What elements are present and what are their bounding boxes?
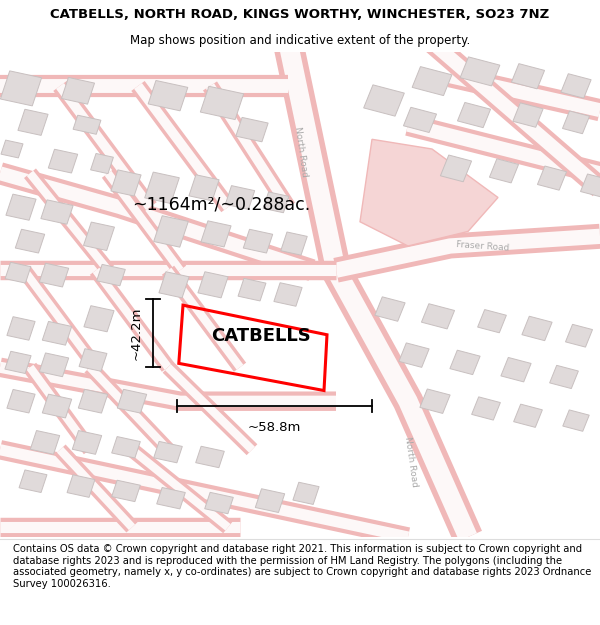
Polygon shape	[274, 282, 302, 306]
Polygon shape	[67, 475, 95, 498]
Text: Contains OS data © Crown copyright and database right 2021. This information is : Contains OS data © Crown copyright and d…	[13, 544, 592, 589]
Polygon shape	[580, 174, 600, 197]
Polygon shape	[375, 297, 405, 321]
Polygon shape	[49, 149, 77, 173]
Polygon shape	[399, 343, 429, 367]
Text: ~42.2m: ~42.2m	[129, 306, 142, 360]
Polygon shape	[145, 172, 179, 204]
Polygon shape	[61, 78, 95, 104]
Polygon shape	[421, 304, 455, 329]
Polygon shape	[226, 186, 254, 209]
Polygon shape	[5, 351, 31, 374]
Polygon shape	[79, 389, 107, 413]
Text: North Road: North Road	[293, 126, 309, 178]
Polygon shape	[200, 86, 244, 119]
Polygon shape	[360, 139, 498, 246]
Polygon shape	[31, 431, 59, 454]
Polygon shape	[73, 431, 101, 454]
Polygon shape	[118, 389, 146, 413]
Polygon shape	[501, 357, 531, 382]
Polygon shape	[79, 349, 107, 371]
Polygon shape	[148, 81, 188, 111]
Polygon shape	[281, 232, 307, 255]
Polygon shape	[550, 366, 578, 389]
Polygon shape	[159, 272, 189, 298]
Text: North Road: North Road	[403, 436, 419, 488]
Polygon shape	[40, 263, 68, 287]
Polygon shape	[236, 118, 268, 142]
Polygon shape	[514, 404, 542, 428]
Polygon shape	[6, 194, 36, 220]
Polygon shape	[440, 155, 472, 182]
Polygon shape	[403, 107, 437, 132]
Polygon shape	[1, 140, 23, 158]
Polygon shape	[562, 111, 590, 134]
Text: ~1164m²/~0.288ac.: ~1164m²/~0.288ac.	[132, 196, 310, 214]
Polygon shape	[457, 102, 491, 127]
Polygon shape	[112, 437, 140, 458]
Polygon shape	[478, 309, 506, 332]
Polygon shape	[420, 389, 450, 413]
Text: Fraser Road: Fraser Road	[456, 239, 510, 252]
Polygon shape	[538, 166, 566, 190]
Polygon shape	[189, 175, 219, 201]
Polygon shape	[43, 394, 71, 418]
Polygon shape	[73, 115, 101, 134]
Polygon shape	[112, 480, 140, 502]
Polygon shape	[511, 64, 545, 89]
Polygon shape	[40, 353, 68, 377]
Polygon shape	[154, 216, 188, 247]
Polygon shape	[43, 321, 71, 345]
Polygon shape	[256, 489, 284, 512]
Polygon shape	[293, 482, 319, 504]
Polygon shape	[196, 446, 224, 468]
Polygon shape	[198, 272, 228, 298]
Polygon shape	[154, 441, 182, 463]
Polygon shape	[563, 410, 589, 431]
Polygon shape	[84, 306, 114, 332]
Polygon shape	[201, 221, 231, 247]
Polygon shape	[364, 85, 404, 116]
Polygon shape	[561, 74, 591, 98]
Polygon shape	[1, 71, 41, 106]
Polygon shape	[19, 470, 47, 492]
Polygon shape	[263, 192, 289, 213]
Polygon shape	[412, 67, 452, 96]
Text: Map shows position and indicative extent of the property.: Map shows position and indicative extent…	[130, 34, 470, 47]
Polygon shape	[7, 389, 35, 413]
Polygon shape	[41, 200, 73, 224]
Polygon shape	[450, 350, 480, 374]
Polygon shape	[83, 222, 115, 251]
Polygon shape	[18, 109, 48, 136]
Polygon shape	[91, 154, 113, 174]
Polygon shape	[111, 170, 141, 196]
Text: CATBELLS: CATBELLS	[211, 327, 311, 345]
Polygon shape	[16, 229, 44, 253]
Polygon shape	[565, 324, 593, 347]
Text: ~58.8m: ~58.8m	[248, 421, 301, 434]
Polygon shape	[472, 397, 500, 420]
Polygon shape	[157, 488, 185, 509]
Polygon shape	[513, 103, 543, 127]
Polygon shape	[460, 57, 500, 86]
Polygon shape	[5, 262, 31, 283]
Polygon shape	[490, 159, 518, 183]
Polygon shape	[238, 278, 266, 301]
Polygon shape	[205, 492, 233, 514]
Polygon shape	[244, 229, 272, 253]
Polygon shape	[522, 316, 552, 341]
Polygon shape	[97, 264, 125, 286]
Text: CATBELLS, NORTH ROAD, KINGS WORTHY, WINCHESTER, SO23 7NZ: CATBELLS, NORTH ROAD, KINGS WORTHY, WINC…	[50, 8, 550, 21]
Polygon shape	[7, 317, 35, 340]
